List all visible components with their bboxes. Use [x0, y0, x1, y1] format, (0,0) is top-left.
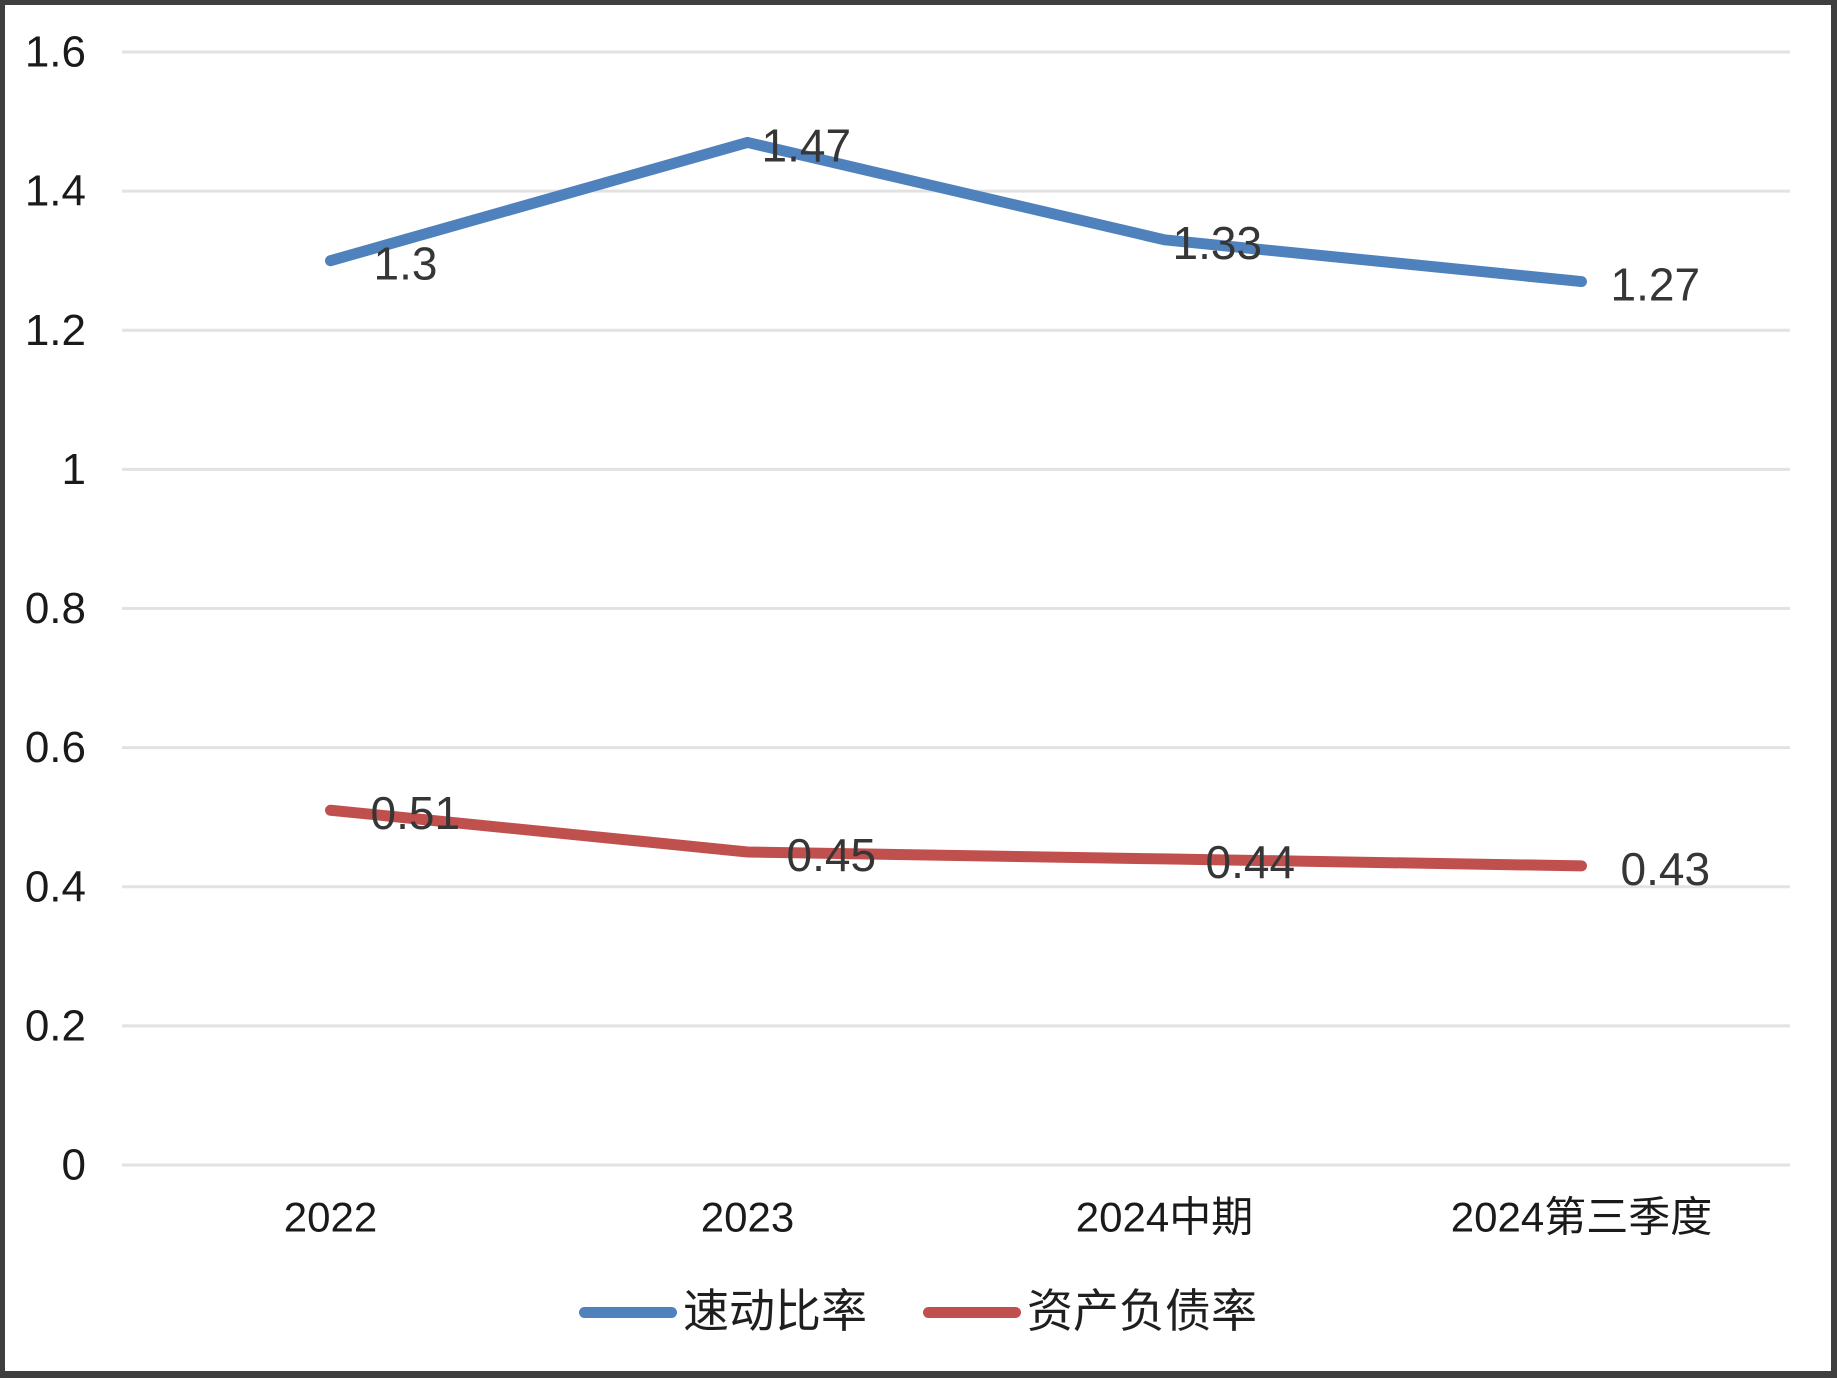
y-axis-tick-label: 0.6: [25, 723, 86, 772]
y-axis-tick-label: 1: [62, 445, 86, 494]
line-chart: 0 0.2 0.4 0.6 0.8 1 1.2 1.4 1.6 2022 2023 2024中期 202…: [25, 28, 1790, 1241]
y-axis-tick-label: 1.4: [25, 167, 86, 216]
legend-label-quick-ratio: 速动比率: [683, 1286, 867, 1337]
data-label: 1.27: [1611, 259, 1701, 311]
data-label: 0.51: [371, 787, 461, 839]
chart-legend: 速动比率 资产负债率: [579, 1289, 1257, 1335]
data-label: 0.43: [1621, 843, 1711, 895]
y-axis-tick-label: 0.2: [25, 1001, 86, 1050]
y-axis-tick-label: 0.8: [25, 584, 86, 633]
data-label: 0.45: [787, 829, 877, 881]
x-axis-category-label: 2023: [701, 1194, 794, 1241]
y-axis-tick-label: 1.6: [25, 28, 86, 77]
y-axis-tick-label: 0.4: [25, 862, 86, 911]
legend-swatch-quick-ratio: [579, 1306, 677, 1318]
x-axis-category-label: 2024第三季度: [1451, 1194, 1712, 1241]
data-label: 1.47: [762, 119, 852, 171]
series-line-quick-ratio: [325, 136, 1587, 288]
y-axis-tick-label: 0: [62, 1141, 86, 1190]
legend-label-debt-asset-ratio: 资产负债率: [1027, 1286, 1257, 1337]
data-label: 1.33: [1173, 217, 1263, 269]
data-label: 1.3: [374, 238, 438, 290]
legend-item-debt-asset-ratio: 资产负债率: [923, 1289, 1257, 1335]
data-label: 0.44: [1206, 836, 1296, 888]
x-axis-category-label: 2024中期: [1076, 1194, 1253, 1241]
legend-item-quick-ratio: 速动比率: [579, 1289, 867, 1335]
legend-swatch-debt-asset-ratio: [923, 1306, 1021, 1318]
y-axis-tick-label: 1.2: [25, 306, 86, 355]
x-axis-category-label: 2022: [284, 1194, 377, 1241]
series-line-debt-asset-ratio: [325, 804, 1587, 872]
